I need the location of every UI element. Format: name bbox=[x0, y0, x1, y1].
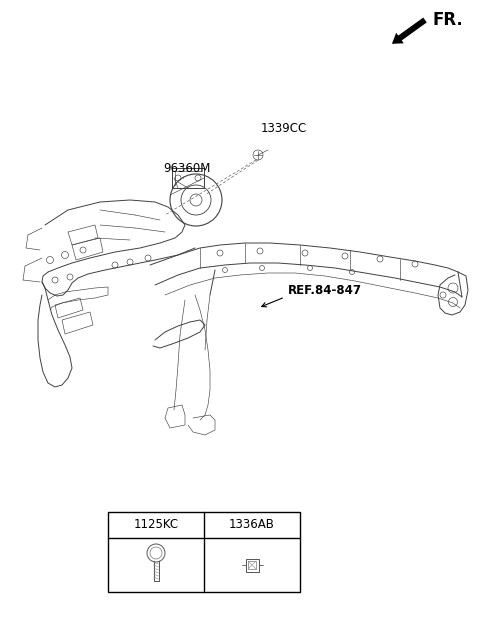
Text: 1339CC: 1339CC bbox=[261, 122, 307, 135]
Text: 1125KC: 1125KC bbox=[133, 518, 179, 532]
Text: REF.84-847: REF.84-847 bbox=[288, 284, 362, 296]
Bar bbox=[108, 512, 300, 592]
Text: 1336AB: 1336AB bbox=[229, 518, 275, 532]
Text: FR.: FR. bbox=[433, 11, 464, 29]
Text: 96360M: 96360M bbox=[163, 162, 210, 175]
FancyArrow shape bbox=[392, 18, 427, 44]
